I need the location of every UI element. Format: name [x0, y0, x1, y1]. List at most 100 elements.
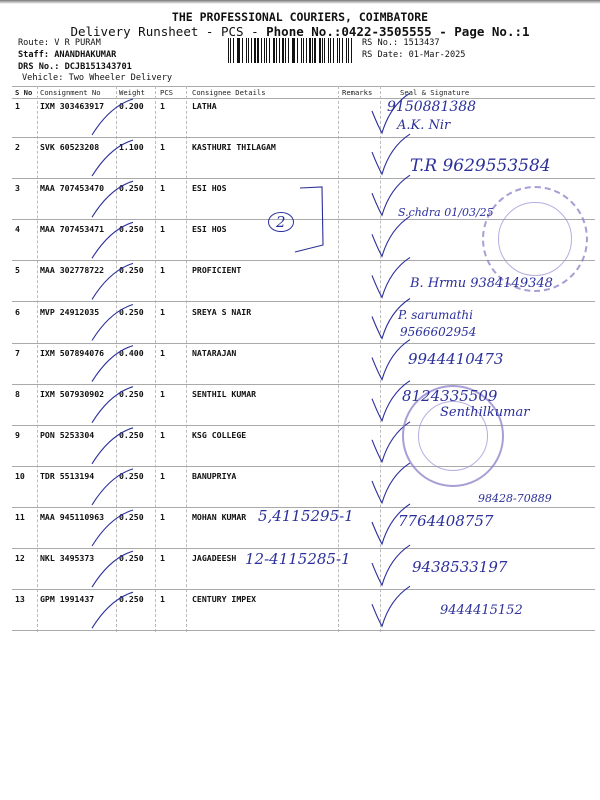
cell-consignment: MAA 707453471	[40, 224, 105, 235]
tick-mark	[371, 215, 411, 258]
barcode-bar	[293, 38, 296, 63]
cell-consignment: IXM 303463917	[40, 101, 105, 111]
cell-consignee: LATHA	[192, 101, 217, 111]
tick-mark	[91, 303, 134, 341]
header-col-sno: S No	[15, 88, 33, 97]
cell-consignee: BANUPRIYA	[192, 470, 237, 481]
barcode-bar	[339, 38, 341, 63]
cell-consignment: MAA 945110963	[40, 512, 105, 522]
column-divider	[186, 86, 187, 632]
hw-r1-name: A.K. Nir	[397, 118, 451, 133]
row-divider	[12, 465, 595, 467]
row-divider	[12, 630, 595, 632]
scan-edge	[0, 0, 600, 4]
cell-sno: 9	[15, 429, 20, 440]
tick-mark	[294, 186, 324, 253]
hw-r4-circle: 2	[268, 212, 294, 232]
column-divider	[338, 86, 339, 632]
barcode	[228, 38, 355, 63]
barcode-bar	[242, 38, 243, 63]
cell-pcs: 1	[160, 388, 165, 399]
cell-weight: 0.250	[119, 553, 144, 564]
barcode-bar	[309, 38, 311, 63]
row-divider	[12, 219, 595, 221]
barcode-bar	[282, 38, 284, 63]
ksg-seal-stamp	[402, 385, 504, 487]
cell-pcs: 1	[160, 594, 165, 605]
cell-sno: 4	[15, 224, 20, 235]
company-title: THE PROFESSIONAL COURIERS, COIMBATORE	[171, 10, 429, 24]
barcode-bar	[297, 38, 298, 63]
barcode-bar	[348, 38, 349, 63]
tick-mark	[371, 462, 411, 505]
barcode-bar	[245, 38, 248, 63]
cell-consignee: KASTHURI THILAGAM	[192, 142, 276, 153]
tick-mark	[371, 174, 411, 217]
barcode-bar	[303, 38, 304, 63]
staff: Staff: ANANDHAKUMAR	[18, 50, 117, 60]
barcode-bar	[254, 38, 256, 63]
cell-pcs: 1	[160, 553, 165, 564]
cell-sno: 13	[15, 594, 25, 605]
cell-weight: 0.400	[119, 347, 144, 358]
vehicle: Vehicle: Two Wheeler Delivery	[22, 73, 173, 83]
barcode-bar	[278, 38, 280, 63]
cell-pcs: 1	[160, 224, 165, 235]
table-rule	[12, 86, 595, 87]
barcode-bar	[275, 38, 277, 63]
header-col-consignee: Consignee Details	[192, 88, 266, 97]
header-col-pcs: PCS	[160, 88, 173, 97]
header-col-seal: Seal & Signature	[400, 88, 470, 97]
tick-mark	[91, 591, 134, 629]
drs-no: DRS No.: DCJB151343701	[18, 62, 132, 72]
cell-sno: 6	[15, 306, 20, 317]
hw-r1-phone: 9150881388	[387, 99, 477, 115]
row-divider	[12, 506, 595, 508]
tick-mark	[91, 550, 134, 588]
cell-weight: 0.250	[119, 512, 144, 522]
table-rule	[12, 98, 595, 99]
hw-r3: S.chdra 01/03/25	[398, 206, 494, 219]
row-divider	[12, 301, 595, 303]
barcode-bar	[232, 38, 234, 63]
header-col-remarks: Remarks	[342, 88, 373, 97]
barcode-bar	[236, 38, 238, 63]
cell-weight: 0.250	[119, 306, 144, 317]
barcode-bar	[260, 38, 262, 63]
barcode-bar	[291, 38, 293, 63]
phone-page: Phone No.:0422-3505555 - Page No.:1	[266, 24, 530, 39]
row-divider	[12, 383, 595, 385]
tick-mark	[91, 427, 134, 465]
cell-weight: 0.250	[119, 594, 144, 605]
tick-mark	[371, 92, 411, 135]
rs-no: RS No.: 1513437	[362, 38, 440, 48]
barcode-bar	[336, 38, 339, 63]
tick-mark	[371, 298, 411, 340]
cell-sno: 11	[15, 512, 25, 522]
tick-mark	[371, 544, 411, 587]
hw-r12-phone: 9438533197	[412, 558, 508, 576]
cell-pcs: 1	[160, 183, 165, 194]
barcode-bar	[266, 38, 268, 63]
tick-mark	[91, 139, 134, 177]
cell-pcs: 1	[160, 265, 165, 276]
cell-consignee: JAGADEESH	[192, 553, 237, 564]
tick-mark	[371, 503, 411, 546]
cell-consignee: CENTURY IMPEX	[192, 594, 257, 605]
cell-consignment: GPM 1991437	[40, 594, 95, 605]
tick-mark	[371, 339, 411, 381]
barcode-bar	[273, 38, 275, 63]
subtitle-prefix: Delivery Runsheet - PCS -	[70, 24, 267, 39]
hw-r12-note: 12-4115285-1	[245, 550, 351, 568]
barcode-bar	[250, 38, 252, 63]
header-col-consignment: Consignment No	[40, 88, 101, 97]
tick-mark	[91, 468, 134, 506]
cell-weight: 0.250	[119, 224, 144, 235]
cell-consignment: MVP 24912035	[40, 306, 100, 317]
hw-r11-phone: 7764408757	[398, 512, 494, 530]
barcode-bar	[284, 38, 286, 63]
row-divider	[12, 137, 595, 138]
barcode-bar	[327, 38, 330, 63]
tick-mark	[371, 256, 411, 299]
cell-sno: 12	[15, 553, 25, 564]
